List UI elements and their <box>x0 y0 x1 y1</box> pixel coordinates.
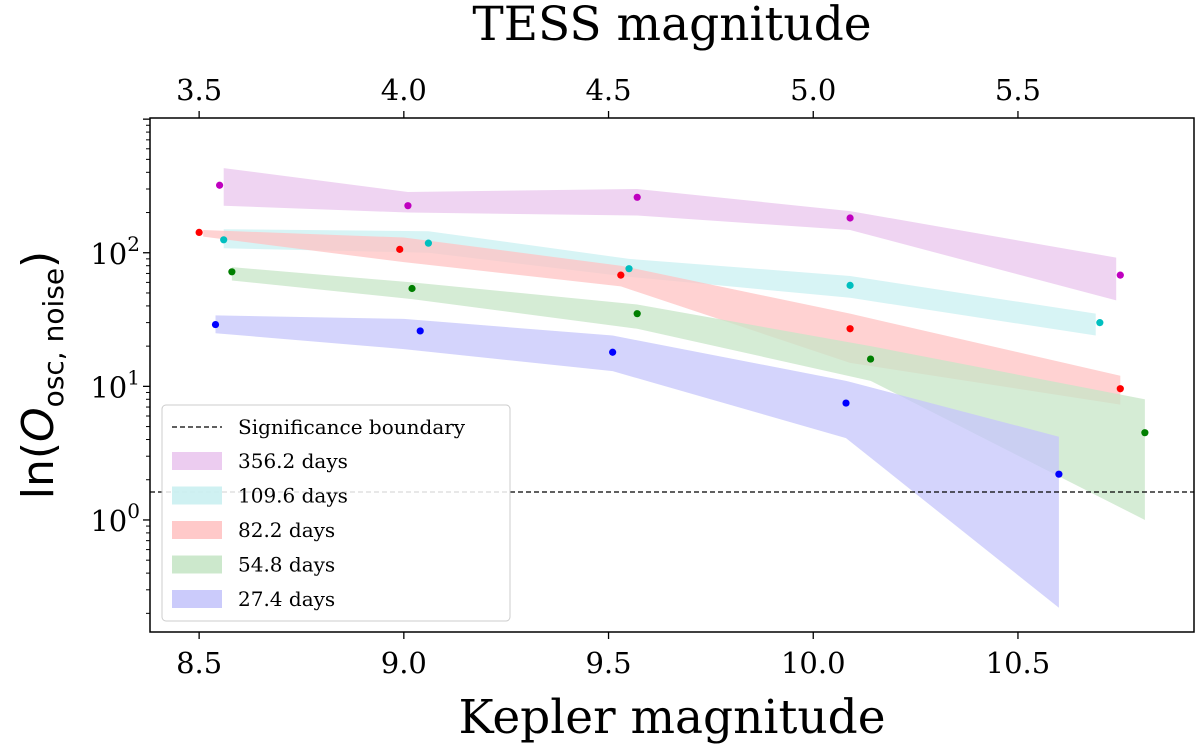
point-27-4-days <box>211 320 220 329</box>
point-356-2-days <box>633 193 641 201</box>
point-54-8-days <box>228 268 236 276</box>
x-tick-label: 8.5 <box>176 646 222 680</box>
band-54-8-days <box>231 267 1145 520</box>
point-27-4-days <box>416 327 424 335</box>
point-109-6-days <box>625 265 633 273</box>
point-27-4-days <box>1055 470 1063 478</box>
data-points <box>195 181 1149 478</box>
point-356-2-days <box>1116 271 1124 279</box>
band-27-4-days <box>215 315 1059 608</box>
confidence-bands <box>203 168 1145 608</box>
point-82-2-days <box>846 325 854 333</box>
point-109-6-days <box>424 239 432 247</box>
point-54-8-days <box>633 310 641 318</box>
point-27-4-days <box>609 348 617 356</box>
point-82-2-days <box>1116 385 1124 393</box>
point-356-2-days <box>846 214 854 222</box>
legend-label-356-2-days: 356.2 days <box>238 449 348 473</box>
top-axis-title: TESS magnitude <box>472 0 871 52</box>
top-tick-label: 4.5 <box>585 73 631 107</box>
point-109-6-days <box>220 236 228 244</box>
point-356-2-days <box>404 202 412 210</box>
legend: Significance boundary 356.2 days 109.6 da… <box>161 404 511 622</box>
top-tick-label: 5.5 <box>995 73 1041 107</box>
legend-frame <box>161 404 511 622</box>
x-axis-title: Kepler magnitude <box>458 690 885 744</box>
x-axis-ticks: 8.5 9.0 9.5 10.0 10.5 <box>176 632 1050 680</box>
x-tick-label: 9.0 <box>381 646 427 680</box>
legend-label-threshold: Significance boundary <box>238 415 466 439</box>
point-356-2-days <box>216 181 224 189</box>
legend-label-82-2-days: 82.2 days <box>238 518 335 542</box>
legend-swatch-54-8-days <box>172 555 222 574</box>
top-tick-label: 4.0 <box>381 73 427 107</box>
point-54-8-days <box>1141 429 1149 437</box>
legend-label-109-6-days: 109.6 days <box>238 484 348 508</box>
plot-frame <box>149 117 1195 633</box>
point-82-2-days <box>617 271 625 279</box>
y-tick-label: 102 <box>90 232 140 271</box>
y-tick-label: 100 <box>90 499 140 538</box>
legend-swatch-27-4-days <box>172 590 222 608</box>
legend-label-54-8-days: 54.8 days <box>238 553 335 577</box>
top-tick-label: 5.0 <box>790 73 836 107</box>
y-axis-title: ln(Oosc, noise) <box>13 251 70 499</box>
point-27-4-days <box>842 399 850 407</box>
point-109-6-days <box>846 281 854 289</box>
x-tick-label: 9.5 <box>585 646 631 680</box>
point-54-8-days <box>408 284 416 293</box>
top-tick-label: 3.5 <box>176 73 222 107</box>
top-axis-ticks: 3.5 4.0 4.5 5.0 5.5 <box>176 73 1041 118</box>
point-82-2-days <box>396 245 404 253</box>
band-356-2-days <box>223 168 1117 301</box>
legend-swatch-356-2-days <box>172 452 222 470</box>
x-tick-label: 10.0 <box>781 646 846 680</box>
point-54-8-days <box>866 355 875 363</box>
legend-swatch-109-6-days <box>172 486 222 505</box>
legend-label-27-4-days: 27.4 days <box>238 587 335 611</box>
point-82-2-days <box>195 228 203 237</box>
legend-swatch-82-2-days <box>172 521 222 539</box>
point-109-6-days <box>1096 319 1104 327</box>
y-axis-ticks: 100 101 102 <box>90 118 150 614</box>
y-tick-label: 101 <box>90 365 140 404</box>
x-tick-label: 10.5 <box>986 646 1051 680</box>
